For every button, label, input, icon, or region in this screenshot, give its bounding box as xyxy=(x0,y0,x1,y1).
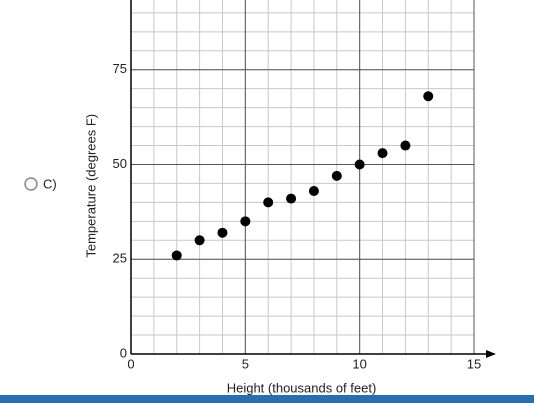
x-tick-label: 15 xyxy=(467,356,481,371)
x-tick-label: 5 xyxy=(242,356,249,371)
footer-bar xyxy=(0,395,534,403)
y-tick-label: 50 xyxy=(113,156,127,171)
data-point xyxy=(377,148,388,159)
y-tick-label: 75 xyxy=(113,61,127,76)
data-point xyxy=(308,186,319,197)
x-tick-label: 0 xyxy=(127,356,134,371)
data-point xyxy=(217,227,228,238)
data-point xyxy=(240,216,251,227)
data-point xyxy=(354,159,365,170)
x-axis-label: Height (thousands of feet) xyxy=(227,380,377,395)
data-point xyxy=(286,193,297,204)
data-point xyxy=(331,170,342,181)
y-tick-label: 0 xyxy=(120,345,127,360)
data-point xyxy=(423,91,434,102)
y-axis-label: Temperature (degrees F) xyxy=(83,114,98,258)
data-point xyxy=(400,140,411,151)
x-tick-label: 10 xyxy=(352,356,366,371)
option-label[interactable]: C) xyxy=(43,176,57,191)
data-point xyxy=(263,197,274,208)
y-tick-label: 25 xyxy=(113,251,127,266)
data-point xyxy=(194,235,205,246)
chart: 0 5 10 15 0 25 50 75 Height (thousands of feet) T… xyxy=(83,0,496,395)
data-point xyxy=(171,250,182,261)
x-axis-arrow xyxy=(486,350,496,358)
radio-button[interactable] xyxy=(24,177,38,191)
